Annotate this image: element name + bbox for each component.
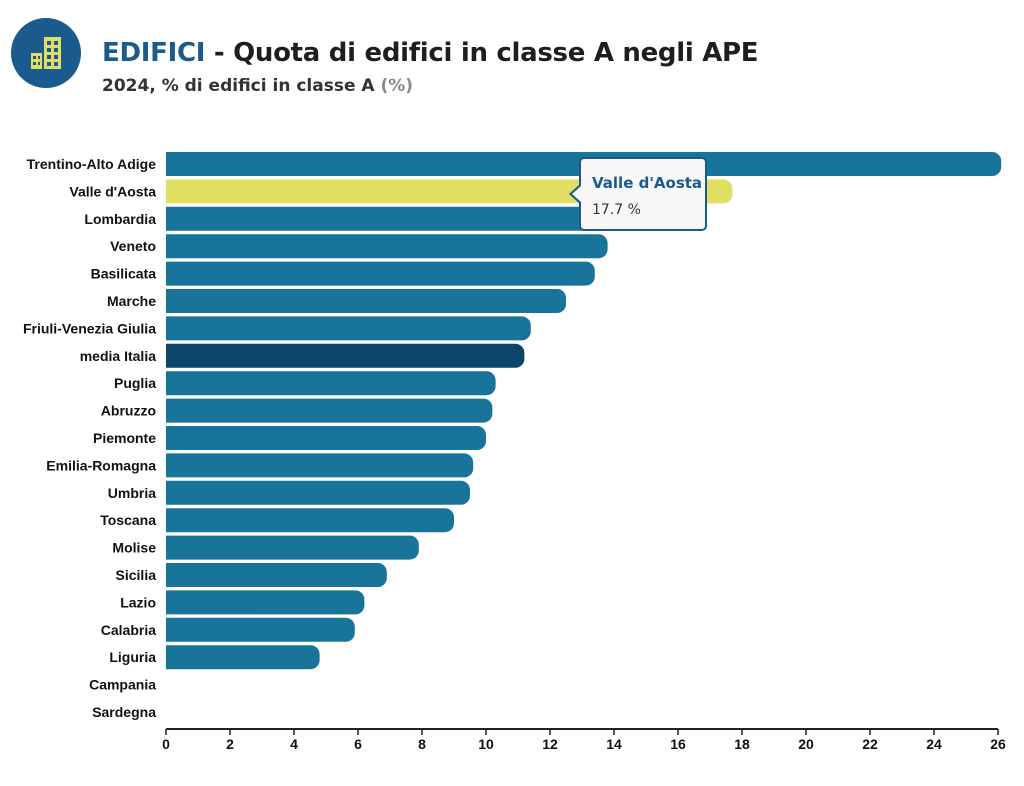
category-label-media-italia: media Italia — [80, 348, 156, 364]
bar-molise[interactable] — [166, 535, 419, 560]
bar-lazio[interactable] — [166, 590, 365, 615]
x-tick-label-22: 22 — [862, 736, 878, 752]
category-label-toscana: Toscana — [100, 512, 156, 528]
bar-lombardia[interactable] — [166, 206, 611, 231]
x-tick-label-6: 6 — [354, 736, 362, 752]
chart-title-text: - Quota di edifici in classe A negli APE — [205, 38, 759, 68]
chart-subtitle-unit: (%) — [380, 76, 414, 96]
category-label-veneto: Veneto — [110, 238, 156, 254]
bar-basilicata[interactable] — [166, 261, 595, 286]
tooltip-value: 17.7 % — [592, 202, 641, 218]
bar-umbria[interactable] — [166, 480, 470, 505]
x-tick-label-14: 14 — [606, 736, 622, 752]
category-label-marche: Marche — [107, 293, 156, 309]
bar-marche[interactable] — [166, 289, 566, 313]
category-label-lombardia: Lombardia — [84, 211, 156, 227]
x-tick-label-16: 16 — [670, 736, 686, 752]
x-tick-label-12: 12 — [542, 736, 558, 752]
x-tick-label-0: 0 — [162, 736, 170, 752]
category-label-sardegna: Sardegna — [92, 704, 156, 720]
bar-liguria[interactable] — [166, 645, 320, 670]
category-label-umbria: Umbria — [108, 485, 156, 501]
chart-title: EDIFICI - Quota di edifici in classe A n… — [102, 38, 759, 68]
bar-sicilia[interactable] — [166, 563, 387, 587]
category-label-friuli-venezia-giulia: Friuli-Venezia Giulia — [23, 320, 156, 336]
bar-friuli-venezia-giulia[interactable] — [166, 316, 531, 341]
category-label-liguria: Liguria — [109, 649, 156, 665]
category-label-piemonte: Piemonte — [93, 430, 156, 446]
bar-emilia-romagna[interactable] — [166, 453, 474, 478]
bar-piemonte[interactable] — [166, 426, 486, 450]
bar-calabria[interactable] — [166, 617, 355, 642]
category-label-calabria: Calabria — [101, 622, 156, 638]
bar-media-italia[interactable] — [166, 343, 525, 368]
category-label-abruzzo: Abruzzo — [101, 403, 156, 419]
category-label-basilicata: Basilicata — [91, 266, 157, 282]
x-tick-label-26: 26 — [990, 736, 1006, 752]
category-label-sicilia: Sicilia — [116, 567, 157, 583]
x-tick-label-4: 4 — [290, 736, 298, 752]
x-tick-label-10: 10 — [478, 736, 494, 752]
category-label-campania: Campania — [89, 677, 156, 693]
chart-title-category: EDIFICI — [102, 38, 206, 68]
category-label-trentino-alto-adige: Trentino-Alto Adige — [27, 156, 157, 172]
bar-puglia[interactable] — [166, 371, 496, 396]
x-tick-label-18: 18 — [734, 736, 750, 752]
x-tick-label-24: 24 — [926, 736, 942, 752]
buildings-icon — [11, 18, 81, 88]
x-tick-label-2: 2 — [226, 736, 234, 752]
chart-tooltip: Valle d'Aosta 17.7 % — [569, 157, 707, 231]
bar-abruzzo[interactable] — [166, 398, 493, 423]
category-label-puglia: Puglia — [114, 375, 156, 391]
chart-subtitle: 2024, % di edifici in classe A (%) — [102, 76, 413, 96]
x-tick-label-20: 20 — [798, 736, 814, 752]
x-tick-label-8: 8 — [418, 736, 426, 752]
category-label-lazio: Lazio — [120, 594, 156, 610]
bar-veneto[interactable] — [166, 234, 608, 259]
bar-toscana[interactable] — [166, 508, 454, 533]
chart-subtitle-text: 2024, % di edifici in classe A — [102, 76, 381, 96]
category-label-emilia-romagna: Emilia-Romagna — [46, 457, 156, 473]
category-label-valle-d-aosta: Valle d'Aosta — [69, 183, 156, 199]
tooltip-name: Valle d'Aosta — [592, 174, 703, 192]
category-label-molise: Molise — [112, 540, 156, 556]
